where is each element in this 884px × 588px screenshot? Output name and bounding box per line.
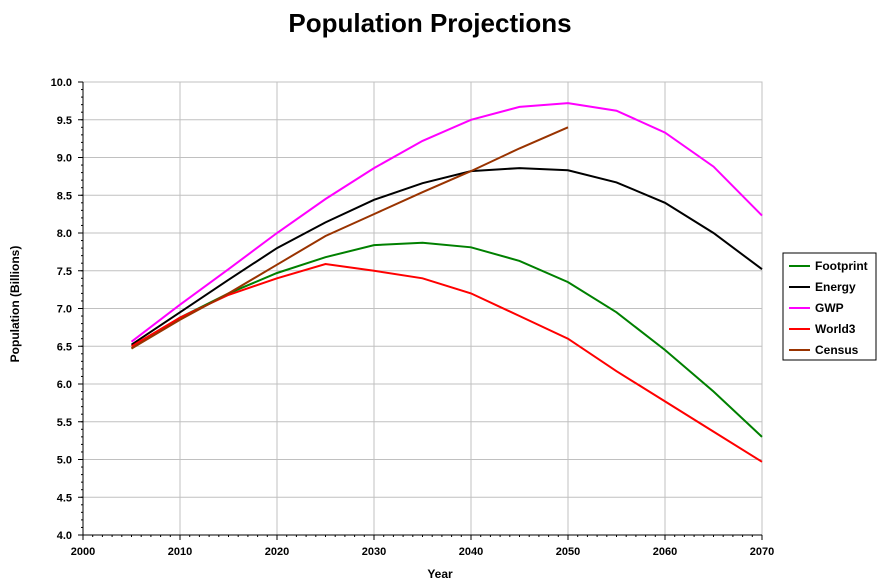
y-tick-label: 9.5 bbox=[57, 115, 72, 127]
legend-label: Energy bbox=[815, 280, 856, 294]
y-tick-label: 5.0 bbox=[57, 455, 72, 467]
series-line-gwp bbox=[130, 102, 763, 343]
x-tick-label: 2040 bbox=[459, 546, 483, 558]
x-tick-label: 2030 bbox=[362, 546, 386, 558]
y-tick-label: 8.5 bbox=[57, 190, 72, 202]
y-tick-label: 4.0 bbox=[57, 530, 72, 542]
y-tick-label: 6.0 bbox=[57, 379, 72, 391]
x-tick-label: 2060 bbox=[653, 546, 677, 558]
x-axis-label: Year bbox=[427, 567, 453, 581]
y-tick-label: 10.0 bbox=[51, 77, 72, 89]
y-axis-label: Population (Billions) bbox=[8, 246, 22, 363]
y-tick-label: 7.5 bbox=[57, 266, 72, 278]
x-tick-label: 2010 bbox=[168, 546, 192, 558]
x-tick-label: 2070 bbox=[750, 546, 774, 558]
series-line-energy bbox=[130, 167, 763, 346]
x-tick-label: 2020 bbox=[265, 546, 289, 558]
series-line-footprint bbox=[130, 241, 763, 438]
series-line-census bbox=[130, 126, 569, 350]
legend-label: Census bbox=[815, 343, 859, 357]
legend-label: World3 bbox=[815, 322, 856, 336]
x-tick-label: 2050 bbox=[556, 546, 580, 558]
y-tick-label: 9.0 bbox=[57, 153, 72, 165]
y-tick-label: 4.5 bbox=[57, 492, 72, 504]
x-tick-label: 2000 bbox=[71, 546, 95, 558]
y-tick-label: 7.0 bbox=[57, 304, 72, 316]
y-tick-label: 5.5 bbox=[57, 417, 72, 429]
legend-label: GWP bbox=[815, 301, 844, 315]
chart-title: Population Projections bbox=[288, 8, 571, 38]
legend-label: Footprint bbox=[815, 259, 868, 273]
series-line-world3 bbox=[130, 262, 763, 463]
y-tick-label: 8.0 bbox=[57, 228, 72, 240]
y-tick-label: 6.5 bbox=[57, 341, 72, 353]
legend-box bbox=[782, 252, 877, 361]
